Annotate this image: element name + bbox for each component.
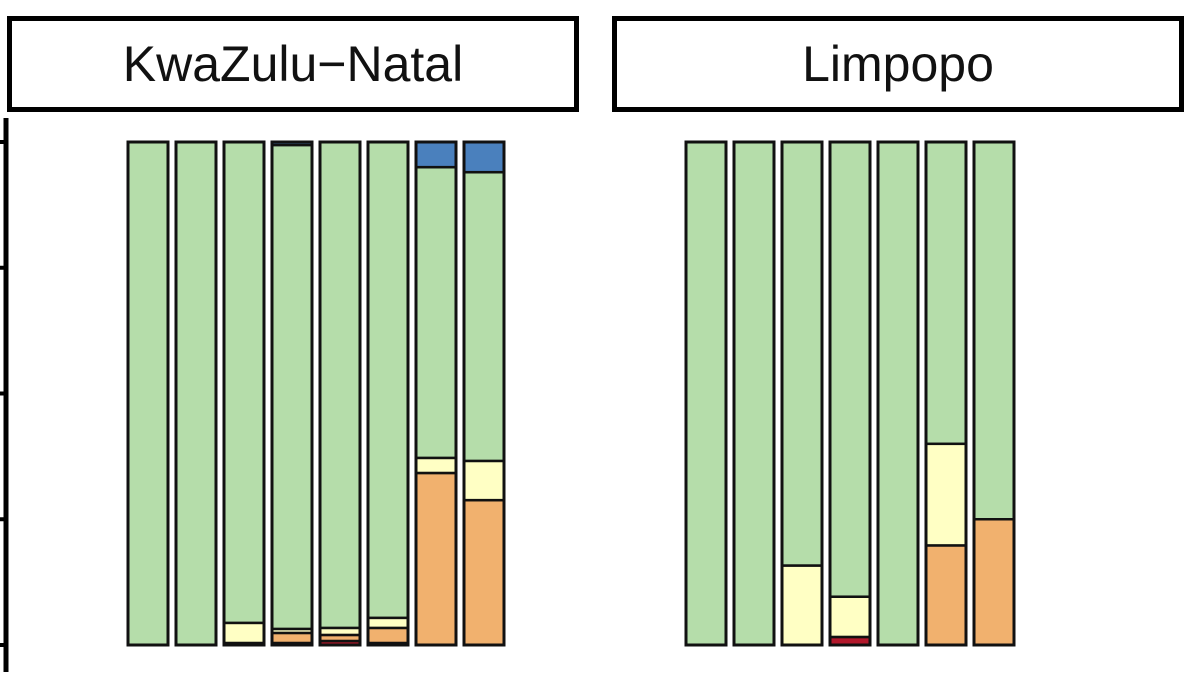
bar-segment-orange (924, 544, 968, 647)
bar-outline (684, 140, 728, 647)
bar-outline (318, 140, 362, 647)
bar-outline (414, 140, 458, 647)
bar-outline (174, 140, 218, 647)
bar-segment-green (732, 140, 776, 647)
bar-segment-green (924, 140, 968, 446)
panel-title: Limpopo (802, 36, 994, 92)
bar-outline (924, 140, 968, 647)
bar-outline (780, 140, 824, 647)
bar-segment-orange (462, 498, 506, 647)
bar-segment-orange (972, 518, 1016, 647)
bar-segment-blue (414, 140, 458, 169)
bar-outline (222, 140, 266, 647)
bar-segment-green (318, 140, 362, 630)
bar-segment-blue (462, 140, 506, 174)
bar-segment-yellow (924, 442, 968, 547)
bar-outline (828, 140, 872, 647)
bar-segment-orange (270, 631, 314, 645)
bar-segment-green (414, 165, 458, 460)
bar-outline (366, 140, 410, 647)
bar-segment-green (684, 140, 728, 647)
bar-segment-orange (366, 626, 410, 645)
bar-segment-green (270, 143, 314, 631)
bar-segment-yellow (780, 564, 824, 647)
panel-title: KwaZulu−Natal (122, 36, 464, 92)
bar-segment-yellow (828, 595, 872, 639)
bar-segment-orange (414, 471, 458, 647)
panel-strip-limpopo: Limpopo (612, 16, 1184, 112)
bar-segment-green (126, 140, 170, 647)
bar-outline (876, 140, 920, 647)
panel-strip-kwazulu-natal: KwaZulu−Natal (7, 16, 579, 112)
bar-outline (972, 140, 1016, 647)
bar-segment-yellow (366, 616, 410, 630)
bar-segment-yellow (414, 456, 458, 475)
bar-segment-green (828, 140, 872, 598)
bar-segment-yellow (222, 621, 266, 645)
bar-segment-green (222, 140, 266, 625)
bar-segment-green (972, 140, 1016, 521)
bar-outline (126, 140, 170, 647)
bar-segment-green (462, 170, 506, 463)
bar-segment-green (366, 140, 410, 620)
bar-segment-green (780, 140, 824, 567)
bar-outline (462, 140, 506, 647)
bar-outline (732, 140, 776, 647)
bar-outline (270, 140, 314, 647)
bar-segment-green (174, 140, 218, 647)
bar-segment-green (876, 140, 920, 647)
bar-segment-yellow (462, 459, 506, 502)
